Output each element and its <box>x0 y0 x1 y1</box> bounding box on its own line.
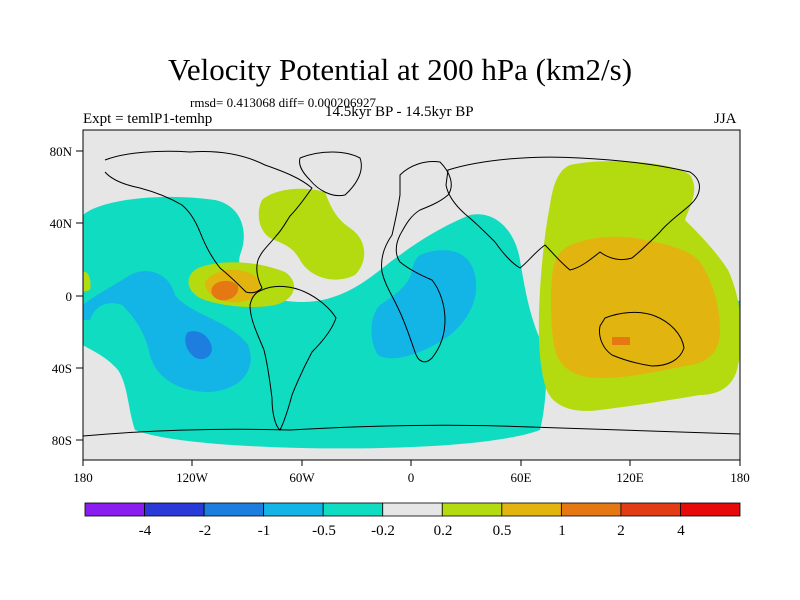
positive-core-asia-pacific <box>550 236 720 378</box>
longitude-ticks <box>82 460 741 466</box>
coastlines <box>83 150 740 437</box>
colorbar-label: 1 <box>558 523 566 539</box>
longitude-labels: 180 120W 60W 0 60E 120E 180 <box>73 470 750 485</box>
lat-label: 0 <box>66 289 73 304</box>
colorbar-swatch <box>382 502 443 517</box>
colorbar-labels: -4 -2 -1 -0.5 -0.2 0.2 0.5 1 2 4 <box>139 523 686 539</box>
colorbar-label: -0.5 <box>312 523 336 539</box>
negative-region-atlantic-africa <box>371 250 477 359</box>
colorbar-swatch <box>560 502 622 517</box>
coastline-australia <box>599 311 685 367</box>
lat-label: 40S <box>52 361 72 376</box>
lon-label: 60E <box>511 470 532 485</box>
colorbar-swatch <box>144 502 205 517</box>
colorbar-label: 0.2 <box>434 523 453 539</box>
contour-fields <box>83 161 740 449</box>
stats-label: rmsd= 0.413068 diff= 0.000206927 <box>190 95 376 110</box>
colorbar-swatch <box>620 502 681 517</box>
colorbar-label: -4 <box>139 523 152 539</box>
colorbar-label: 2 <box>617 523 625 539</box>
plot-title: Velocity Potential at 200 hPa (km2/s) <box>167 52 633 87</box>
negative-region-pacific <box>83 271 251 392</box>
colorbar-swatch <box>680 502 741 517</box>
negative-core-pacific <box>185 331 212 360</box>
colorbar-swatch <box>84 502 145 517</box>
lat-label: 80S <box>52 433 72 448</box>
colorbar-label: 4 <box>677 523 685 539</box>
colorbar-swatch <box>203 502 265 517</box>
coastline-europe-africa <box>381 161 452 363</box>
latitude-ticks <box>76 150 83 441</box>
colorbar-label: -0.2 <box>371 523 395 539</box>
colorbar-swatch <box>441 502 503 517</box>
coastline-antarctica <box>83 424 740 437</box>
coastline-south-america <box>249 285 337 431</box>
positive-region-north-america <box>258 188 365 280</box>
colorbar-swatch <box>322 502 384 517</box>
coastline-greenland <box>299 151 362 197</box>
colorbar-swatch <box>263 502 324 517</box>
experiment-label: Expt = temlP1-temhp <box>83 111 213 127</box>
colorbar <box>84 502 741 517</box>
coastline-north-america <box>104 150 313 294</box>
lon-label: 180 <box>73 470 93 485</box>
lon-label: 120E <box>616 470 644 485</box>
positive-peak-australia <box>612 337 630 345</box>
latitude-labels: 80N 40N 0 40S 80S <box>50 144 73 448</box>
lon-label: 180 <box>730 470 750 485</box>
lat-label: 40N <box>50 216 73 231</box>
season-label: JJA <box>714 111 737 127</box>
lon-label: 0 <box>408 470 415 485</box>
lon-label: 60W <box>289 470 315 485</box>
colorbar-label: 0.5 <box>493 523 512 539</box>
lon-label: 120W <box>176 470 209 485</box>
colorbar-label: -2 <box>199 523 212 539</box>
colorbar-label: -1 <box>258 523 271 539</box>
period-label: 14.5kyr BP - 14.5kyr BP <box>325 104 474 120</box>
positive-patch-west-edge <box>83 271 91 292</box>
coastline-asia <box>445 156 700 271</box>
positive-peak-central-america <box>211 280 239 301</box>
colorbar-swatch <box>501 502 562 517</box>
lat-label: 80N <box>50 144 73 159</box>
